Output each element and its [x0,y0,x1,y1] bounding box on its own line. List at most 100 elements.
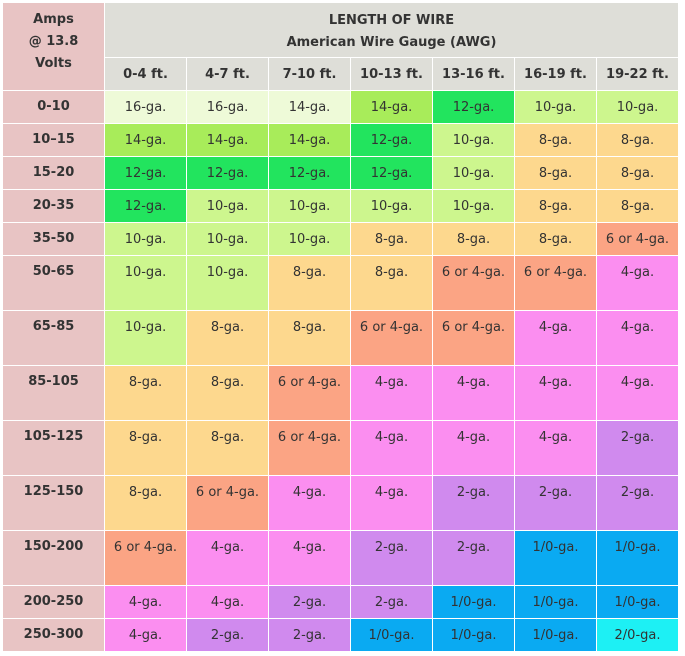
gauge-cell: 8-ga. [104,420,187,476]
amps-range-cell: 35-50 [2,222,105,256]
gauge-cell: 4-ga. [186,585,269,619]
amps-range-cell: 50-65 [2,255,105,311]
amps-range-cell: 20-35 [2,189,105,223]
gauge-cell: 8-ga. [186,365,269,421]
gauge-cell: 4-ga. [350,420,433,476]
amps-range-cell: 200-250 [2,585,105,619]
gauge-cell: 16-ga. [186,90,269,124]
gauge-cell: 8-ga. [350,222,433,256]
gauge-cell: 1/0-ga. [350,618,433,652]
amps-header-line-2: @ 13.8 [28,34,79,49]
table-row: 85-105 8-ga. 8-ga. 6 or 4-ga. 4-ga. 4-ga. 4-ga… [2,365,679,421]
table-row: 65-85 10-ga. 8-ga. 8-ga. 6 or 4-ga. 6 or 4-ga… [2,310,679,366]
gauge-cell: 10-ga. [432,189,515,223]
gauge-cell: 8-ga. [514,123,597,157]
amps-header: Amps @ 13.8 Volts [2,2,105,91]
gauge-cell: 12-ga. [186,156,269,190]
gauge-cell: 10-ga. [104,222,187,256]
gauge-cell: 8-ga. [514,222,597,256]
gauge-cell: 8-ga. [596,156,679,190]
gauge-cell: 10-ga. [186,255,269,311]
gauge-cell: 14-ga. [268,123,351,157]
gauge-cell: 10-ga. [268,189,351,223]
gauge-cell: 4-ga. [596,255,679,311]
length-column-header: 4-7 ft. [186,57,269,91]
amps-range-cell: 85-105 [2,365,105,421]
length-column-header: 0-4 ft. [104,57,187,91]
gauge-cell: 6 or 4-ga. [186,475,269,531]
table-title: LENGTH OF WIRE [328,13,455,28]
amps-range-cell: 105-125 [2,420,105,476]
amps-header-line-1: Amps [33,12,74,27]
gauge-cell: 8-ga. [350,255,433,311]
gauge-cell: 4-ga. [268,530,351,586]
gauge-cell: 8-ga. [186,420,269,476]
gauge-cell: 8-ga. [268,310,351,366]
gauge-cell: 1/0-ga. [432,618,515,652]
gauge-cell: 4-ga. [596,310,679,366]
gauge-cell: 10-ga. [268,222,351,256]
gauge-cell: 10-ga. [186,189,269,223]
table-row: 20-35 12-ga. 10-ga. 10-ga. 10-ga. 10-ga. 8-ga.… [2,189,679,223]
table-row: 250-300 4-ga. 2-ga. 2-ga. 1/0-ga. 1/0-ga. 1/0-… [2,618,679,652]
gauge-cell: 16-ga. [104,90,187,124]
gauge-cell: 6 or 4-ga. [432,255,515,311]
gauge-cell: 8-ga. [104,365,187,421]
gauge-cell: 12-ga. [350,156,433,190]
table-row: 105-125 8-ga. 8-ga. 6 or 4-ga. 4-ga. 4-ga. 4-g… [2,420,679,476]
amps-range-cell: 15-20 [2,156,105,190]
length-header: LENGTH OF WIRE American Wire Gauge (AWG) [104,2,679,58]
length-column-header: 10-13 ft. [350,57,433,91]
gauge-cell: 8-ga. [268,255,351,311]
gauge-cell: 12-ga. [432,90,515,124]
gauge-cell: 2-ga. [514,475,597,531]
gauge-cell: 8-ga. [596,189,679,223]
gauge-cell: 10-ga. [432,123,515,157]
gauge-cell: 10-ga. [186,222,269,256]
gauge-cell: 14-ga. [268,90,351,124]
gauge-cell: 4-ga. [514,365,597,421]
gauge-cell: 1/0-ga. [514,618,597,652]
table-row: 125-150 8-ga. 6 or 4-ga. 4-ga. 4-ga. 2-ga. 2-g… [2,475,679,531]
gauge-cell: 4-ga. [268,475,351,531]
amps-range-cell: 65-85 [2,310,105,366]
gauge-cell: 14-ga. [104,123,187,157]
gauge-cell: 1/0-ga. [514,530,597,586]
gauge-cell: 4-ga. [350,365,433,421]
wire-gauge-table: Amps @ 13.8 Volts LENGTH OF WIRE America… [2,2,679,652]
length-column-header: 16-19 ft. [514,57,597,91]
table-row: 0-10 16-ga. 16-ga. 14-ga. 14-ga. 12-ga. 10-ga.… [2,90,679,124]
gauge-cell: 10-ga. [514,90,597,124]
amps-header-line-3: Volts [35,56,72,71]
gauge-cell: 4-ga. [432,420,515,476]
gauge-cell: 4-ga. [350,475,433,531]
gauge-cell: 6 or 4-ga. [268,420,351,476]
gauge-cell: 2-ga. [596,475,679,531]
table-row: 10–15 14-ga. 14-ga. 14-ga. 12-ga. 10-ga. 8-ga.… [2,123,679,157]
gauge-cell: 4-ga. [596,365,679,421]
gauge-cell: 12-ga. [350,123,433,157]
gauge-cell: 8-ga. [596,123,679,157]
gauge-cell: 10-ga. [432,156,515,190]
gauge-cell: 8-ga. [514,156,597,190]
gauge-cell: 10-ga. [350,189,433,223]
gauge-cell: 8-ga. [432,222,515,256]
gauge-cell: 1/0-ga. [596,585,679,619]
gauge-cell: 4-ga. [104,585,187,619]
length-column-header: 13-16 ft. [432,57,515,91]
gauge-cell: 8-ga. [186,310,269,366]
gauge-cell: 4-ga. [514,420,597,476]
gauge-cell: 2-ga. [268,618,351,652]
length-column-header: 19-22 ft. [596,57,679,91]
gauge-cell: 4-ga. [104,618,187,652]
gauge-cell: 12-ga. [104,156,187,190]
table-subtitle: American Wire Gauge (AWG) [286,35,497,50]
length-column-header: 7-10 ft. [268,57,351,91]
table-row: 200-250 4-ga. 4-ga. 2-ga. 2-ga. 1/0-ga. 1/0-ga… [2,585,679,619]
gauge-cell: 1/0-ga. [432,585,515,619]
gauge-cell: 1/0-ga. [514,585,597,619]
gauge-cell: 4-ga. [514,310,597,366]
amps-range-cell: 10–15 [2,123,105,157]
gauge-cell: 8-ga. [104,475,187,531]
gauge-cell: 10-ga. [104,310,187,366]
